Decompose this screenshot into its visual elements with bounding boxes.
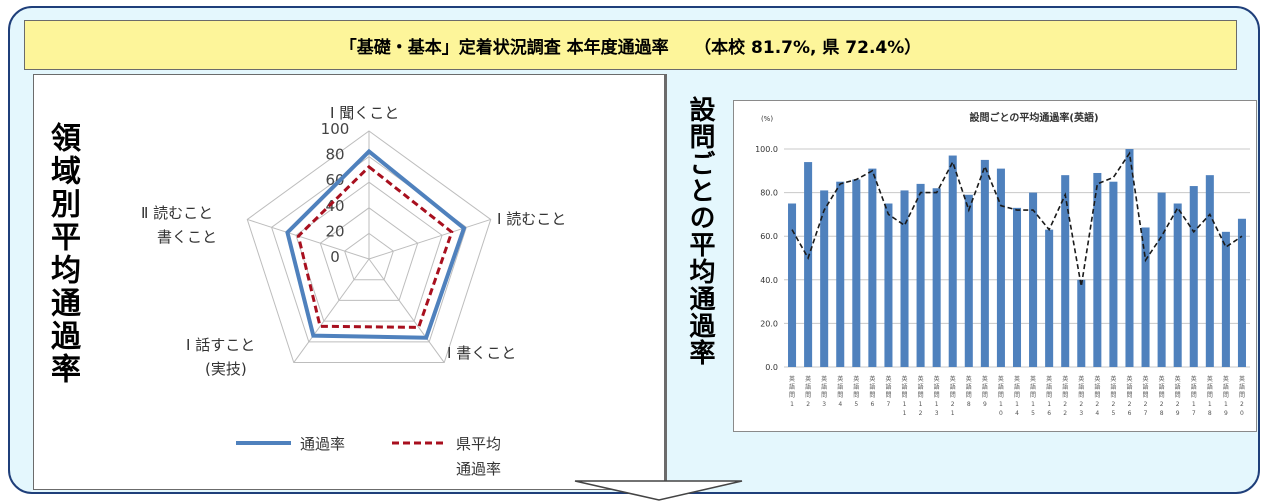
- bar-category-label: 英語問 2 0: [1239, 375, 1245, 417]
- bar: [820, 190, 829, 367]
- bar: [1173, 203, 1182, 367]
- bar-category-label: 英語問 2 4: [1094, 375, 1100, 417]
- bar: [948, 155, 957, 367]
- radar-axis-label: Ⅰ 話すこと(実技): [186, 336, 255, 378]
- radar-tick-label: 20: [325, 222, 344, 240]
- bar-category-label: 英語問 1: [789, 375, 795, 408]
- bar-category-label: 英語問 3: [821, 375, 827, 408]
- radar-tick-label: 40: [325, 197, 344, 215]
- bar: [1061, 175, 1070, 367]
- radar-spoke: [368, 258, 445, 363]
- bar: [980, 159, 989, 367]
- bar: [1237, 218, 1246, 367]
- bar: [1029, 192, 1038, 367]
- bar: [1221, 231, 1230, 367]
- bar-category-label: 英語問 5: [853, 375, 859, 408]
- bar-category-label: 英語問 2 6: [1126, 375, 1132, 417]
- bar: [996, 168, 1005, 367]
- bar-ytick-label: 80.0: [760, 189, 778, 198]
- radar-axis-label: Ⅱ 読むこと書くこと: [141, 204, 217, 246]
- bar-category-label: 英語問 2 1: [950, 375, 956, 417]
- bar-vertical-title: 設問ごとの平均通過率: [685, 96, 715, 366]
- bar-category-label: 英語問 2 7: [1143, 375, 1149, 417]
- bar-ytick-label: 40.0: [760, 276, 778, 285]
- bar: [932, 188, 941, 367]
- bar-category-label: 英語問 7: [885, 375, 891, 408]
- radar-tick-label: 0: [330, 248, 340, 266]
- bar-chart: 設問ごとの平均通過率(英語) (%) 0.0 20.0 40.0 60.0 80.0 100.…: [755, 111, 1250, 417]
- bar-category-label: 英語問 1 4: [1014, 375, 1020, 417]
- bar: [1157, 192, 1166, 367]
- bar: [884, 203, 893, 367]
- bar: [836, 181, 845, 367]
- bar: [852, 179, 861, 367]
- bar-category-label: 英語問 2 5: [1110, 375, 1116, 417]
- bar: [1205, 175, 1214, 367]
- bar: [1012, 207, 1022, 367]
- radar-tick-label: 80: [325, 146, 344, 164]
- radar-tick-label: 100: [321, 120, 350, 138]
- bar: [804, 162, 813, 367]
- bar: [1093, 172, 1102, 367]
- page-title-text: 「基礎・基本」定着状況調査 本年度通過率 （本校 81.7%, 県 72.4%）: [339, 37, 922, 58]
- legend-label: 通過率: [300, 435, 345, 453]
- bar-chart-title: 設問ごとの平均通過率(英語): [969, 111, 1098, 124]
- bar-category-label: 英語問 1 3: [934, 375, 940, 417]
- radar-series-prefecture: [296, 164, 454, 329]
- bar-category-label: 英語問 2 3: [1078, 375, 1084, 417]
- radar-tick-label: 60: [325, 171, 344, 189]
- bar: [1141, 227, 1150, 367]
- panel-divider: [665, 74, 667, 490]
- radar-axis-label: Ⅰ 書くこと: [447, 344, 516, 362]
- bar-category-label: 英語問 9: [982, 375, 988, 408]
- bar: [1077, 279, 1086, 367]
- radar-series-school: [285, 148, 467, 340]
- bar-category-label: 英語問 2 9: [1175, 375, 1181, 417]
- radar-spoke: [368, 218, 491, 260]
- bar-category-label: 英語問 1 0: [998, 375, 1004, 417]
- radar-grid-ring: [319, 207, 419, 301]
- bar-category-label: 英語問 1 5: [1030, 375, 1036, 417]
- prefecture-line: [791, 151, 1243, 287]
- bar-category-label: 英語問 1 1: [902, 375, 908, 417]
- bar-category-label: 英語問 2 8: [1159, 375, 1165, 417]
- bar-ytick-label: 100.0: [755, 145, 778, 154]
- bar-chart-panel: 設問ごとの平均通過率(英語) (%) 0.0 20.0 40.0 60.0 80.0 100.…: [733, 100, 1257, 432]
- bar: [1189, 186, 1198, 367]
- bar-chart-ylabel: (%): [761, 115, 773, 123]
- radar-axis-label: Ⅰ 読むこと: [497, 210, 566, 228]
- bar: [788, 203, 797, 367]
- bar-category-label: 英語問 8: [966, 375, 972, 408]
- bar: [1109, 181, 1118, 367]
- radar-panel: [33, 74, 665, 490]
- bar: [916, 183, 925, 367]
- page-title: 「基礎・基本」定着状況調査 本年度通過率 （本校 81.7%, 県 72.4%）: [24, 20, 1237, 70]
- radar-spoke: [293, 258, 370, 363]
- radar-vertical-title: 領域別平均通過率: [45, 122, 80, 386]
- bar-category-label: 英語問 2 2: [1062, 375, 1068, 417]
- bar-ytick-label: 60.0: [760, 232, 778, 241]
- radar-spoke: [247, 218, 370, 260]
- bar-category-label: 英語問 1 9: [1223, 375, 1229, 417]
- bar-category-label: 英語問 2: [805, 375, 811, 408]
- bar-category-label: 英語問 1 6: [1046, 375, 1052, 417]
- bar: [868, 168, 877, 367]
- bar-ytick-label: 20.0: [760, 319, 778, 328]
- bar-category-label: 英語問 1 8: [1207, 375, 1213, 417]
- radar-grid-ring: [344, 232, 394, 281]
- bar-category-label: 英語問 4: [837, 375, 843, 408]
- bar-category-label: 英語問 1 7: [1191, 375, 1197, 417]
- bar: [1125, 149, 1134, 367]
- radar-grid-ring: [246, 130, 492, 364]
- bar-category-label: 英語問 6: [869, 375, 875, 408]
- radar-axis-label: Ⅰ 聞くこと: [330, 104, 399, 122]
- bar-ytick-label: 0.0: [765, 363, 778, 372]
- bar: [1045, 229, 1054, 367]
- bar: [900, 190, 909, 367]
- legend-label: 県平均通過率: [456, 435, 501, 478]
- bar-category-label: 英語問 1 2: [918, 375, 924, 417]
- bar: [964, 194, 973, 367]
